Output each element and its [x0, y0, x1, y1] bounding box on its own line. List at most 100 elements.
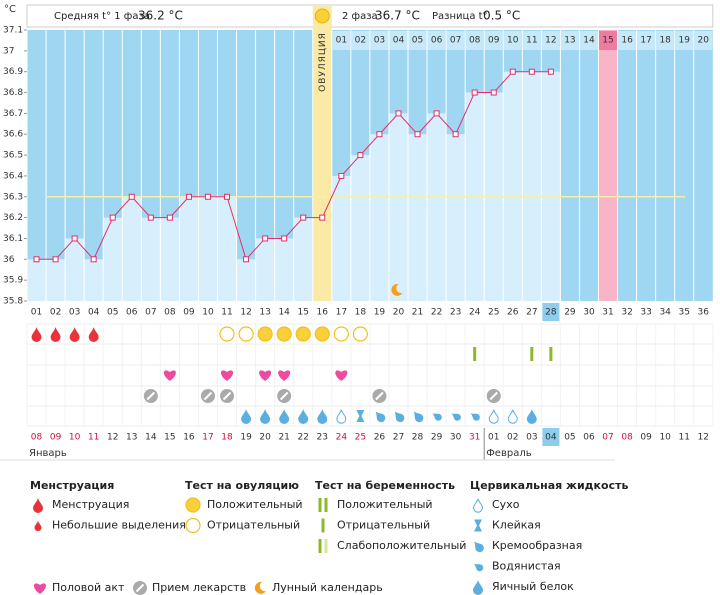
- unit-label: °C: [4, 4, 16, 15]
- cervical-icon: [526, 409, 537, 424]
- temp-line: [36, 71, 551, 261]
- x-tick-label: 20: [393, 308, 405, 318]
- phase2-cell: [503, 31, 522, 50]
- date-label: 10: [69, 433, 81, 443]
- temp-point: [109, 214, 116, 221]
- date-label: 01: [488, 433, 499, 443]
- meds-icon: [220, 389, 235, 403]
- phase2-day: 16: [621, 36, 633, 46]
- sun-icon: [314, 8, 330, 24]
- expected-column: [598, 30, 618, 301]
- temp-point: [376, 131, 383, 138]
- pill-slash: [375, 391, 384, 401]
- phase2-cell: [389, 31, 408, 50]
- date-label: 11: [678, 433, 689, 443]
- phase2-day: 07: [450, 36, 461, 46]
- temp-bar: [46, 259, 66, 301]
- phase2-day: 11: [526, 36, 537, 46]
- phase2-cell: [675, 31, 694, 50]
- pregnancy-test-icon: [321, 518, 325, 533]
- cervical-icon: [260, 409, 271, 424]
- meds-icon: [486, 389, 501, 403]
- meds-icon: [372, 389, 387, 403]
- y-tick-label: 36.3: [3, 192, 23, 202]
- x-tick-label: 06: [126, 308, 138, 318]
- legend-label: Слабоположительный: [337, 539, 466, 552]
- phase2-day: 19: [678, 36, 690, 46]
- month-label: Февраль: [486, 448, 532, 459]
- cervical-icon: [432, 413, 442, 421]
- temp-bar: [522, 71, 542, 301]
- date-label: 16: [183, 433, 195, 443]
- date-label: 20: [259, 433, 271, 443]
- menstruation-icon: [88, 327, 99, 342]
- temp-bar: [541, 71, 561, 301]
- date-label: 07: [602, 433, 613, 443]
- test-bar: [549, 347, 553, 361]
- legend-label: Сухо: [492, 498, 520, 511]
- y-tick-label: 36.8: [3, 88, 23, 98]
- x-tick-label: 13: [259, 308, 270, 318]
- x-tick-label: 01: [31, 308, 42, 318]
- sex-icon: [33, 583, 47, 594]
- x-tick-label: 08: [164, 308, 176, 318]
- date-label: 23: [317, 433, 328, 443]
- temp-point: [128, 193, 135, 200]
- temp-bar: [103, 217, 123, 301]
- test-bar: [324, 498, 328, 512]
- date-label: 18: [221, 433, 233, 443]
- legend-label: Половой акт: [52, 581, 125, 594]
- temp-bar: [388, 113, 408, 301]
- cervical-icon: [394, 411, 405, 423]
- ovulation-test-icon: [219, 326, 235, 342]
- y-tick-label: 35.9: [3, 276, 23, 286]
- phase2-cell: [541, 31, 560, 50]
- x-tick-label: 26: [507, 308, 519, 318]
- phase2-cell: [370, 31, 389, 50]
- x-tick-label: 25: [488, 308, 499, 318]
- temp-point: [395, 110, 402, 117]
- temp-bar: [160, 217, 180, 301]
- meds-icon: [277, 389, 292, 403]
- phase2-day: 03: [374, 36, 385, 46]
- phase2-day: 02: [355, 36, 366, 46]
- legend-label: Небольшие выделения: [52, 519, 186, 532]
- phase2-cell: [465, 31, 484, 50]
- phase2-cell: [522, 31, 541, 50]
- temp-bar: [179, 196, 199, 301]
- temp-bar: [255, 238, 275, 301]
- pill-slash: [146, 391, 156, 401]
- phase2-day: 08: [469, 36, 481, 46]
- phase2-cell: [484, 31, 503, 50]
- temp-bar: [293, 217, 313, 301]
- date-label: 25: [355, 433, 366, 443]
- temp-bar: [408, 134, 428, 301]
- pill-slash: [135, 583, 145, 593]
- phase2-cell: [637, 31, 656, 50]
- phase2-day: 05: [412, 36, 423, 46]
- phase2-day: 06: [431, 36, 443, 46]
- date-label: 31: [469, 433, 480, 443]
- phase2-day: 15: [602, 36, 613, 46]
- temp-bar: [84, 259, 104, 301]
- moon-icon: [254, 581, 266, 594]
- x-tick-label: 30: [583, 308, 595, 318]
- date-label: 28: [412, 433, 424, 443]
- x-tick-label: 07: [145, 308, 156, 318]
- temp-point: [547, 68, 554, 75]
- legend-label: Кремообразная: [492, 539, 582, 552]
- phase2-cell: [408, 31, 427, 50]
- temp-bar: [217, 196, 237, 301]
- temp-point: [319, 214, 326, 221]
- x-tick-label: 16: [317, 308, 329, 318]
- date-label: 11: [88, 433, 99, 443]
- temp-bar: [236, 259, 256, 301]
- date-label: 24: [336, 433, 348, 443]
- ovulation-test-icon: [276, 326, 292, 342]
- phase2-cell: [446, 31, 465, 50]
- ovulation-test-icon: [185, 517, 201, 534]
- temp-point: [52, 256, 59, 263]
- cervical-icon: [507, 409, 518, 424]
- date-label: 05: [564, 433, 575, 443]
- legend-label: Менструация: [52, 498, 129, 511]
